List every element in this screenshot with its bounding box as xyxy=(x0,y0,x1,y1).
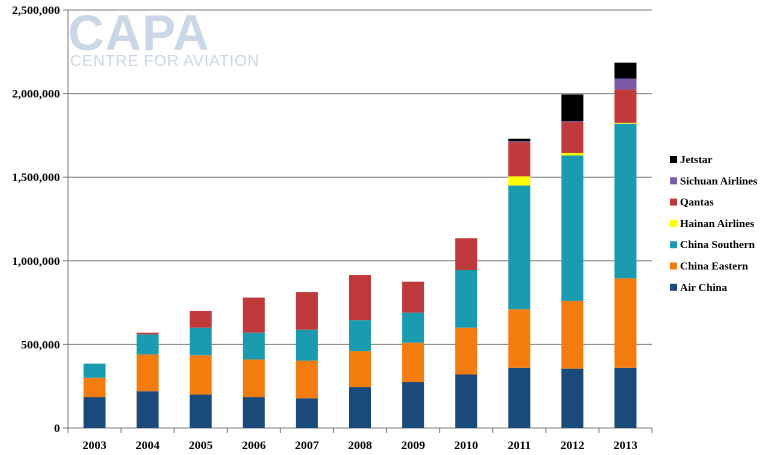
logo-main-text: CAPA xyxy=(68,5,210,61)
bars xyxy=(83,62,637,428)
bar-segment-qantas-2007 xyxy=(295,292,318,330)
y-tick-label: 1,500,000 xyxy=(12,170,60,184)
x-tick-label: 2007 xyxy=(295,438,319,452)
bar-segment-air-china-2010 xyxy=(455,374,478,428)
bar-segment-china-eastern-2012 xyxy=(561,300,584,369)
legend-swatch xyxy=(670,198,677,206)
x-tick-label: 2010 xyxy=(454,438,478,452)
legend-swatch xyxy=(670,283,677,291)
bar-segment-qantas-2013 xyxy=(614,89,637,123)
bar-segment-qantas-2006 xyxy=(242,297,265,333)
capa-logo: CAPA CENTRE FOR AVIATION xyxy=(68,5,259,70)
bar-segment-china-southern-2008 xyxy=(349,320,371,352)
bar-segment-china-eastern-2011 xyxy=(508,309,531,368)
x-tick-label: 2008 xyxy=(348,438,372,452)
x-tick-label: 2011 xyxy=(508,438,531,452)
bar-segment-qantas-2008 xyxy=(349,275,371,321)
bar-segment-china-southern-2012 xyxy=(561,155,584,301)
bar-segment-hainan-airlines-2013 xyxy=(614,122,637,124)
bar-segment-air-china-2012 xyxy=(561,368,584,428)
bar-segment-qantas-2009 xyxy=(402,281,425,313)
legend-swatch xyxy=(670,219,677,227)
bar-segment-sichuan-airlines-2011 xyxy=(508,141,531,143)
bar-segment-china-eastern-2013 xyxy=(614,278,637,368)
y-tick-label: 0 xyxy=(54,421,60,435)
x-tick-label: 2013 xyxy=(613,438,637,452)
x-tick-label: 2012 xyxy=(560,438,584,452)
bar-segment-china-southern-2010 xyxy=(455,269,478,328)
bar-segment-qantas-2012 xyxy=(561,122,584,153)
bar-segment-china-southern-2013 xyxy=(614,123,637,279)
y-tick-label: 1,000,000 xyxy=(12,254,60,268)
x-tick-label: 2005 xyxy=(189,438,213,452)
legend-label: China Eastern xyxy=(680,261,748,273)
legend-swatch xyxy=(670,156,677,163)
x-tick-label: 2003 xyxy=(83,438,107,452)
bar-segment-china-southern-2003 xyxy=(83,363,106,378)
bar-segment-china-eastern-2007 xyxy=(295,360,318,399)
x-tick-label: 2009 xyxy=(401,438,425,452)
bar-segment-sichuan-airlines-2013 xyxy=(614,78,637,90)
bar-segment-jetstar-2011 xyxy=(508,138,531,142)
bar-segment-qantas-2011 xyxy=(508,142,531,177)
legend-label: Jetstar xyxy=(680,154,712,166)
y-tick-label: 500,000 xyxy=(21,337,60,351)
bar-segment-china-eastern-2004 xyxy=(136,354,159,392)
y-tick-label: 2,000,000 xyxy=(12,87,60,101)
bar-segment-hainan-airlines-2012 xyxy=(561,152,584,156)
bar-segment-air-china-2004 xyxy=(136,391,159,428)
logo-sub-text: CENTRE FOR AVIATION xyxy=(70,53,259,70)
legend-label: Hainan Airlines xyxy=(680,218,755,230)
bar-segment-china-southern-2011 xyxy=(508,185,531,310)
bar-segment-air-china-2003 xyxy=(83,397,106,428)
gridlines xyxy=(68,9,652,345)
legend-swatch xyxy=(670,177,677,185)
bar-segment-qantas-2005 xyxy=(189,310,212,328)
bar-segment-sichuan-airlines-2012 xyxy=(561,121,584,123)
x-tick-label: 2004 xyxy=(136,438,160,452)
bar-segment-china-southern-2009 xyxy=(402,312,425,343)
bar-segment-china-southern-2004 xyxy=(136,334,159,355)
bar-segment-china-southern-2007 xyxy=(295,329,318,361)
bar-segment-china-eastern-2003 xyxy=(83,377,106,398)
bar-segment-china-eastern-2010 xyxy=(455,327,478,375)
bar-segment-air-china-2007 xyxy=(295,398,318,428)
bar-segment-china-southern-2006 xyxy=(242,332,265,360)
bar-segment-china-eastern-2006 xyxy=(242,359,265,398)
bar-segment-air-china-2006 xyxy=(242,397,265,428)
bar-segment-qantas-2010 xyxy=(455,238,478,270)
bar-segment-china-southern-2005 xyxy=(189,327,212,356)
bar-segment-qantas-2004 xyxy=(136,332,159,335)
legend-label: Air China xyxy=(680,282,728,294)
x-tick-label: 2006 xyxy=(242,438,266,452)
legend-swatch xyxy=(670,241,677,249)
x-axis: 2003 2004 2005 2006 2007 2008 2009 2010 2011 2012… xyxy=(67,427,653,452)
bar-segment-jetstar-2012 xyxy=(561,94,584,122)
legend-label: China Southern xyxy=(680,239,755,251)
bar-segment-air-china-2005 xyxy=(189,394,212,428)
bar-segment-hainan-airlines-2011 xyxy=(508,176,531,186)
bar-segment-air-china-2013 xyxy=(614,367,637,428)
bar-segment-jetstar-2013 xyxy=(614,62,637,79)
y-tick-label: 2,500,000 xyxy=(12,3,60,17)
bar-segment-air-china-2011 xyxy=(508,367,531,428)
legend-label: Qantas xyxy=(680,197,714,209)
bar-segment-china-eastern-2009 xyxy=(402,342,425,383)
bar-segment-air-china-2008 xyxy=(349,387,371,428)
legend: Jetstar Sichuan Airlines Qantas Hainan Airl… xyxy=(670,154,758,294)
y-axis: 0 500,000 1,000,000 1,500,000 2,000,000 2,500… xyxy=(12,3,69,435)
legend-label: Sichuan Airlines xyxy=(680,175,758,187)
legend-swatch xyxy=(670,262,677,270)
bar-segment-china-eastern-2008 xyxy=(349,351,371,388)
bar-segment-china-eastern-2005 xyxy=(189,355,212,395)
bar-segment-air-china-2009 xyxy=(402,382,425,428)
